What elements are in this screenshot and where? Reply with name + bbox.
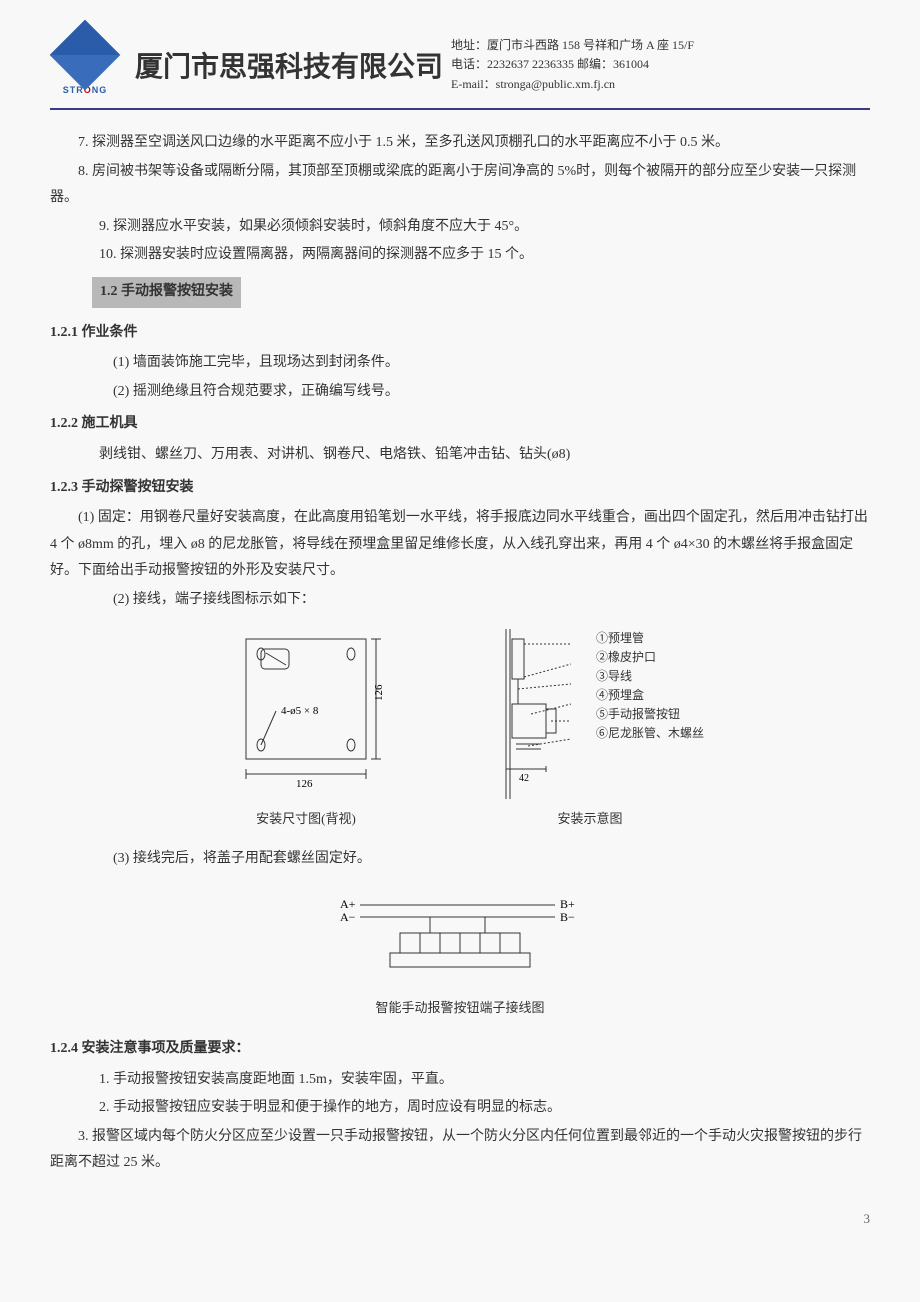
page-header: STRONG 厦门市思强科技有限公司 地址：厦门市斗西路 158 号祥和广场 A…	[50, 30, 870, 110]
address-line: 地址：厦门市斗西路 158 号祥和广场 A 座 15/F	[451, 36, 694, 55]
paragraph-7: 7. 探测器至空调送风口边缘的水平距离不应小于 1.5 米，至多孔送风顶棚孔口的…	[50, 130, 870, 157]
company-logo: STRONG	[50, 30, 120, 100]
logo-diamond-icon	[50, 20, 121, 91]
sec122-tools: 剥线钳、螺丝刀、万用表、对讲机、钢卷尺、电烙铁、铅笔冲击钻、钻头(ø8)	[50, 442, 870, 469]
sec123-item-2: (2) 接线，端子接线图标示如下：	[50, 587, 870, 614]
company-contact: 地址：厦门市斗西路 158 号祥和广场 A 座 15/F 电话：2232637 …	[451, 36, 694, 94]
page-number: 3	[50, 1207, 870, 1232]
b-minus-label: B−	[560, 910, 575, 924]
terminal-wiring-diagram: A+ A− B+ B− 智能手动报警按钮端子接线图	[50, 888, 870, 1021]
legend-4: ④预埋盒	[596, 686, 704, 705]
width-dim-label: 126	[296, 778, 313, 790]
sec124-item-1: 1. 手动报警按钮安装高度距地面 1.5m，安装牢固，平直。	[50, 1067, 870, 1094]
legend-6: ⑥尼龙胀管、木螺丝	[596, 724, 704, 743]
install-schematic-diagram: 42 ①预埋管 ②橡皮护口 ③导线 ④预埋盒 ⑤手动报警按钮 ⑥尼龙胀管、木螺丝	[476, 629, 704, 832]
schematic-svg: 42	[476, 629, 586, 799]
email-line: E-mail：stronga@public.xm.fj.cn	[451, 75, 694, 94]
a-minus-label: A−	[340, 910, 356, 924]
paragraph-9: 9. 探测器应水平安装，如果必须倾斜安装时，倾斜角度不应大于 45°。	[50, 214, 870, 241]
diagram1-caption: 安装尺寸图(背视)	[216, 807, 396, 832]
hole-dim-label: 4-ø5 × 8	[281, 705, 319, 717]
b-plus-label: B+	[560, 897, 575, 911]
schematic-legend: ①预埋管 ②橡皮护口 ③导线 ④预埋盒 ⑤手动报警按钮 ⑥尼龙胀管、木螺丝	[596, 629, 704, 799]
paragraph-10: 10. 探测器安装时应设置隔离器，两隔离器间的探测器不应多于 15 个。	[50, 242, 870, 269]
legend-3: ③导线	[596, 667, 704, 686]
paragraph-8: 8. 房间被书架等设备或隔断分隔，其顶部至顶棚或梁底的距离小于房间净高的 5%时…	[50, 159, 870, 212]
dimension-svg: 4-ø5 × 8 126 126	[216, 629, 396, 799]
section-1-2-1-heading: 1.2.1 作业条件	[50, 320, 870, 347]
diagram2-caption: 安装示意图	[476, 807, 704, 832]
a-plus-label: A+	[340, 897, 356, 911]
diagram3-caption: 智能手动报警按钮端子接线图	[50, 996, 870, 1021]
section-1-2-3-heading: 1.2.3 手动探警按钮安装	[50, 475, 870, 502]
legend-1: ①预埋管	[596, 629, 704, 648]
legend-5: ⑤手动报警按钮	[596, 705, 704, 724]
sec123-item-3: (3) 接线完后，将盖子用配套螺丝固定好。	[50, 846, 870, 873]
section-1-2-2-heading: 1.2.2 施工机具	[50, 411, 870, 438]
phone-line: 电话：2232637 2236335 邮编：361004	[451, 55, 694, 74]
height-dim-label: 126	[373, 684, 385, 701]
sec124-item-3: 3. 报警区域内每个防火分区应至少设置一只手动报警按钮，从一个防火分区内任何位置…	[50, 1124, 870, 1177]
diagram-row-1: 4-ø5 × 8 126 126 安装尺寸图(背视)	[50, 629, 870, 832]
company-name: 厦门市思强科技有限公司	[135, 45, 443, 85]
width-42-label: 42	[519, 773, 529, 784]
section-1-2-4-heading: 1.2.4 安装注意事项及质量要求：	[50, 1036, 870, 1063]
sec121-item-1: (1) 墙面装饰施工完毕，且现场达到封闭条件。	[50, 350, 870, 377]
legend-2: ②橡皮护口	[596, 648, 704, 667]
wiring-svg: A+ A− B+ B−	[330, 888, 590, 978]
sec121-item-2: (2) 摇测绝缘且符合规范要求，正确编写线号。	[50, 379, 870, 406]
install-dimension-diagram: 4-ø5 × 8 126 126 安装尺寸图(背视)	[216, 629, 396, 832]
section-1-2-heading: 1.2 手动报警按钮安装	[92, 277, 241, 308]
sec123-item-1: (1) 固定：用钢卷尺量好安装高度，在此高度用铅笔划一水平线，将手报底边同水平线…	[50, 505, 870, 585]
sec124-item-2: 2. 手动报警按钮应安装于明显和便于操作的地方，周时应设有明显的标志。	[50, 1095, 870, 1122]
document-body: 7. 探测器至空调送风口边缘的水平距离不应小于 1.5 米，至多孔送风顶棚孔口的…	[50, 130, 870, 1232]
